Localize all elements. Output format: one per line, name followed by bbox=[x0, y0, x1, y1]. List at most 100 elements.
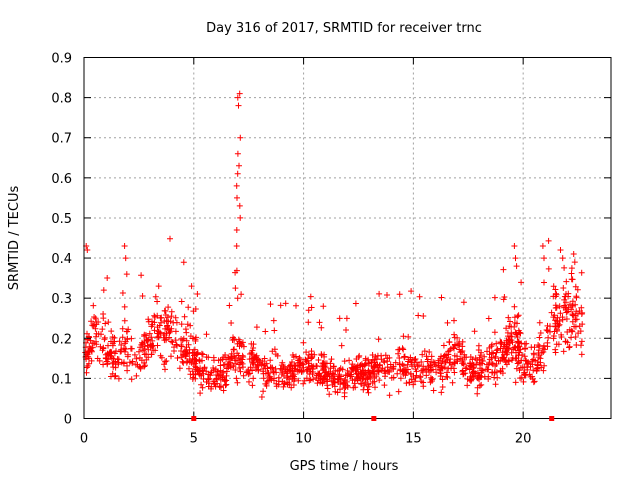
data-point bbox=[217, 384, 224, 391]
data-point bbox=[447, 359, 454, 366]
data-point bbox=[151, 327, 158, 334]
data-point bbox=[566, 344, 573, 351]
data-point bbox=[240, 364, 246, 371]
data-point bbox=[298, 368, 305, 375]
data-point bbox=[118, 359, 125, 366]
y-tick-label: 0.2 bbox=[51, 332, 72, 347]
y-tick-label: 0.7 bbox=[51, 132, 72, 147]
data-point bbox=[250, 358, 257, 365]
data-point bbox=[119, 325, 126, 332]
data-point bbox=[320, 303, 327, 310]
data-point bbox=[300, 380, 307, 387]
data-point bbox=[180, 259, 187, 266]
data-point bbox=[430, 387, 437, 394]
data-point bbox=[320, 376, 327, 383]
data-point bbox=[214, 375, 220, 382]
data-point bbox=[326, 373, 333, 379]
data-point bbox=[86, 355, 92, 362]
data-point bbox=[459, 358, 466, 364]
data-point bbox=[550, 335, 557, 342]
data-point bbox=[511, 303, 518, 310]
data-point bbox=[176, 365, 183, 372]
data-point bbox=[511, 243, 518, 249]
data-point bbox=[416, 293, 423, 300]
data-point bbox=[137, 344, 144, 351]
data-point bbox=[578, 351, 585, 358]
data-point bbox=[569, 318, 576, 325]
data-point bbox=[99, 347, 106, 354]
data-point bbox=[439, 365, 446, 372]
x-tick-labels: 0 5 10 15 20 bbox=[80, 432, 532, 447]
data-point bbox=[217, 376, 224, 383]
data-point bbox=[158, 314, 165, 321]
data-point bbox=[447, 345, 454, 352]
data-point bbox=[165, 326, 172, 333]
data-point bbox=[196, 371, 203, 378]
data-point bbox=[513, 365, 520, 372]
data-point bbox=[497, 358, 504, 365]
data-point bbox=[341, 393, 348, 400]
data-point bbox=[253, 352, 260, 359]
data-point bbox=[99, 326, 106, 333]
data-point bbox=[559, 255, 566, 262]
data-point bbox=[303, 375, 310, 382]
data-point bbox=[561, 296, 568, 303]
data-point bbox=[198, 381, 205, 388]
data-point bbox=[539, 243, 546, 249]
data-point bbox=[530, 350, 537, 357]
data-point bbox=[485, 315, 492, 322]
data-point bbox=[493, 340, 500, 347]
data-point bbox=[451, 369, 458, 376]
data-point bbox=[357, 369, 364, 376]
data-point bbox=[250, 341, 257, 348]
data-point bbox=[559, 314, 566, 321]
data-point bbox=[500, 266, 507, 273]
data-point bbox=[172, 314, 179, 321]
data-point bbox=[237, 359, 244, 366]
data-point bbox=[289, 359, 295, 365]
x-tick-label: 10 bbox=[295, 432, 312, 447]
data-point bbox=[302, 357, 309, 363]
data-point bbox=[451, 317, 457, 324]
data-point bbox=[467, 354, 474, 360]
data-point bbox=[352, 376, 359, 383]
data-point bbox=[448, 365, 455, 372]
data-point bbox=[503, 325, 510, 332]
data-point bbox=[148, 334, 155, 341]
data-point bbox=[232, 285, 239, 292]
data-point bbox=[410, 381, 417, 388]
data-point bbox=[412, 378, 418, 385]
data-point bbox=[484, 348, 490, 355]
data-point bbox=[234, 194, 240, 201]
data-point bbox=[356, 352, 363, 359]
data-point bbox=[199, 357, 205, 364]
data-point bbox=[493, 347, 500, 354]
data-point bbox=[417, 373, 424, 380]
data-point bbox=[514, 331, 521, 338]
data-point bbox=[149, 337, 156, 344]
data-point bbox=[540, 367, 547, 374]
data-point bbox=[149, 343, 156, 350]
data-point bbox=[171, 344, 177, 351]
data-point bbox=[205, 354, 212, 361]
data-point bbox=[382, 352, 389, 359]
data-point bbox=[439, 357, 446, 364]
data-point bbox=[178, 342, 185, 348]
data-point bbox=[337, 386, 343, 393]
data-point bbox=[272, 365, 279, 372]
data-point bbox=[506, 323, 513, 330]
data-point bbox=[386, 354, 393, 361]
data-point bbox=[156, 329, 163, 336]
data-point bbox=[518, 279, 525, 286]
data-point bbox=[467, 362, 473, 369]
data-point bbox=[408, 376, 415, 383]
data-point bbox=[521, 353, 528, 360]
data-point bbox=[100, 315, 107, 322]
data-point bbox=[305, 307, 312, 314]
data-point bbox=[330, 363, 337, 370]
data-point bbox=[123, 271, 130, 278]
data-point bbox=[307, 293, 314, 300]
data-point bbox=[216, 372, 223, 379]
data-point bbox=[290, 354, 297, 360]
data-point bbox=[551, 312, 558, 319]
